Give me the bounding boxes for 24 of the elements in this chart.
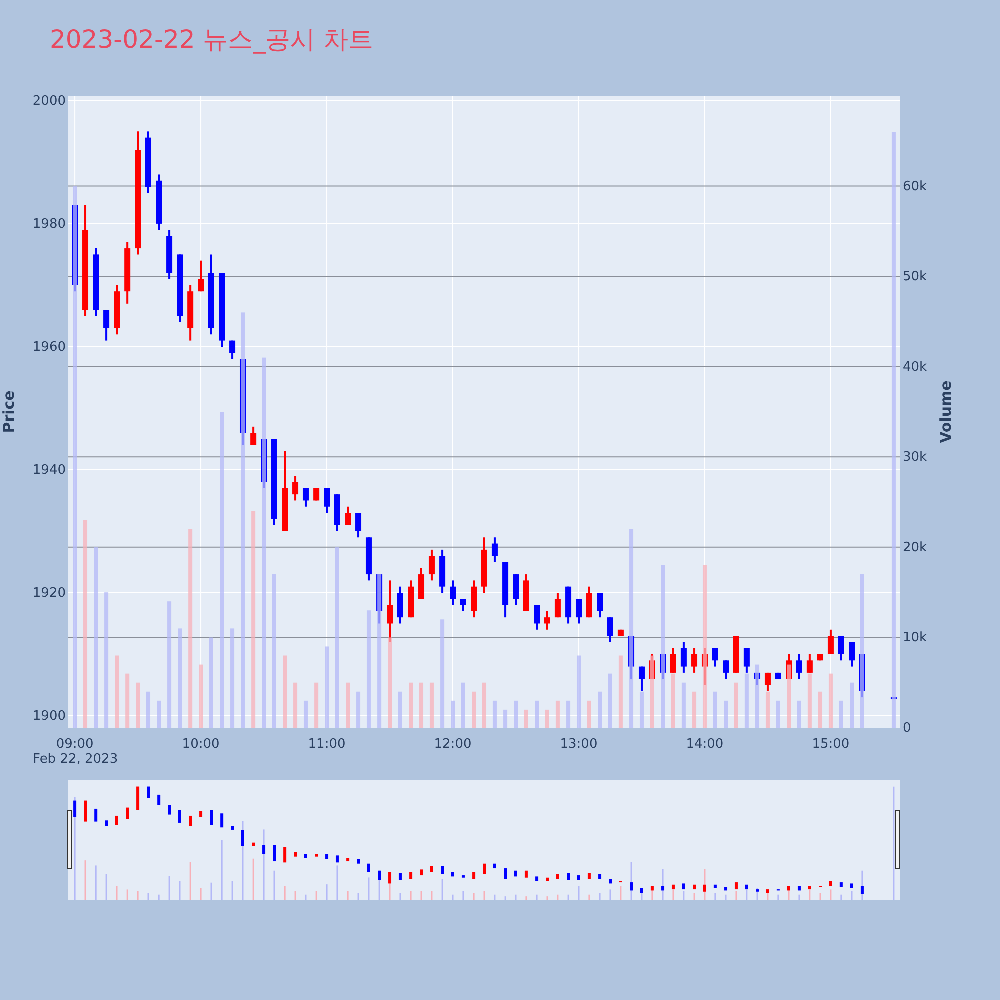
chart-title: 2023-02-22 뉴스_공시 차트 xyxy=(50,25,374,54)
y2-tick-label: 20k xyxy=(903,540,928,556)
x-tick-label: 09:00 xyxy=(56,737,94,752)
text: Feb 22, 2023 xyxy=(33,752,118,767)
y-tick-label: 1900 xyxy=(32,709,66,724)
y2-tick-label: 10k xyxy=(903,630,928,646)
x-tick-label: 13:00 xyxy=(560,737,598,752)
y-tick-label: 2000 xyxy=(32,94,66,109)
y2-tick-label: 0 xyxy=(903,721,912,736)
x-tick-label: 14:00 xyxy=(686,737,724,752)
y2-tick-label: 50k xyxy=(903,270,928,285)
y-tick-label: 1980 xyxy=(32,216,66,232)
y2-tick-label: 30k xyxy=(903,450,928,466)
x-tick-label: 10:00 xyxy=(182,737,220,752)
y-tick-label: 1920 xyxy=(32,586,66,601)
y2-tick-label: 60k xyxy=(903,179,928,194)
y-axis-title: Price xyxy=(0,390,18,434)
y-tick-label: 1940 xyxy=(32,462,66,478)
x-tick-label: 15:00 xyxy=(812,737,850,752)
y-tick-label: 1960 xyxy=(32,340,66,355)
y2-tick-label: 40k xyxy=(903,360,928,375)
x-tick-label: 11:00 xyxy=(308,737,346,752)
y2-axis-title: Volume xyxy=(937,380,955,444)
x-tick-label: 12:00 xyxy=(434,737,472,752)
